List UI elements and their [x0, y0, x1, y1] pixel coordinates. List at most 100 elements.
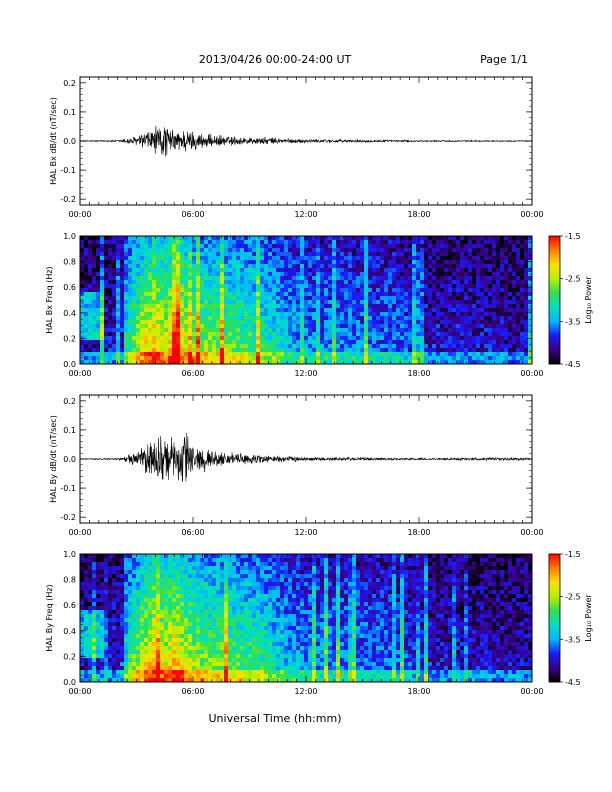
- spectrogram-cell: [152, 316, 157, 321]
- spectrogram-cell: [432, 260, 437, 265]
- spectrogram-cell: [160, 312, 165, 317]
- spectrogram-cell: [500, 320, 505, 325]
- spectrogram-cell: [512, 292, 517, 297]
- spectrogram-cell: [432, 276, 437, 281]
- spectrogram-cell: [184, 642, 189, 647]
- spectrogram-cell: [428, 280, 433, 285]
- spectrogram-cell: [444, 336, 449, 341]
- spectrogram-cell: [464, 304, 469, 309]
- spectrogram-cell: [172, 244, 177, 249]
- spectrogram-cell: [436, 348, 441, 353]
- spectrogram-cell: [140, 562, 145, 567]
- spectrogram-cell: [144, 562, 149, 567]
- spectrogram-cell: [104, 562, 109, 567]
- spectrogram-cell: [184, 324, 189, 329]
- spectrogram-cell: [424, 320, 429, 325]
- spectrogram-cell: [384, 352, 389, 357]
- spectrogram-cell: [248, 296, 253, 301]
- spectrogram-cell: [156, 332, 161, 337]
- spectrogram-cell: [136, 304, 141, 309]
- spectrogram-cell: [360, 352, 365, 357]
- spectrogram-cell: [416, 264, 421, 269]
- spectrogram-cell: [456, 336, 461, 341]
- spectrogram-cell: [372, 328, 377, 333]
- spectrogram-cell: [132, 602, 137, 607]
- spectrogram-cell: [480, 276, 485, 281]
- spectrogram-cell: [92, 602, 97, 607]
- spectrogram-cell: [152, 276, 157, 281]
- spectrogram-cell: [156, 670, 161, 675]
- spectrogram-cell: [384, 244, 389, 249]
- spectrogram-cell: [472, 248, 477, 253]
- spectrogram-cell: [296, 332, 301, 337]
- spectrogram-cell: [180, 304, 185, 309]
- spectrogram-cell: [496, 296, 501, 301]
- spectrogram-cell: [348, 260, 353, 265]
- spectrogram-cell: [80, 288, 85, 293]
- spectrogram-cell: [404, 244, 409, 249]
- spectrogram-cell: [148, 344, 153, 349]
- spectrogram-cell: [160, 260, 165, 265]
- spectrogram-cell: [172, 312, 177, 317]
- spectrogram-cell: [92, 666, 97, 671]
- spectrogram-cell: [464, 288, 469, 293]
- spectrogram-cell: [108, 618, 113, 623]
- spectrogram-cell: [440, 336, 445, 341]
- spectrogram-cell: [84, 240, 89, 245]
- spectrogram-cell: [456, 332, 461, 337]
- spectrogram-cell: [188, 352, 193, 357]
- spectrogram-cell: [388, 324, 393, 329]
- spectrogram-cell: [452, 292, 457, 297]
- spectrogram-cell: [276, 252, 281, 257]
- spectrogram-cell: [320, 356, 325, 361]
- spectrogram-cell: [512, 360, 517, 365]
- spectrogram-cell: [392, 324, 397, 329]
- spectrogram-cell: [268, 352, 273, 357]
- spectrogram-cell: [292, 308, 297, 313]
- spectrogram-cell: [120, 614, 125, 619]
- spectrogram-cell: [160, 324, 165, 329]
- spectrogram-cell: [208, 264, 213, 269]
- spectrogram-cell: [516, 352, 521, 357]
- x-tick-label: 12:00: [294, 528, 317, 537]
- spectrogram-cell: [368, 292, 373, 297]
- spectrogram-cell: [124, 272, 129, 277]
- spectrogram-cell: [268, 340, 273, 345]
- spectrogram-cell: [352, 316, 357, 321]
- spectrogram-cell: [448, 256, 453, 261]
- spectrogram-cell: [208, 344, 213, 349]
- spectrogram-cell: [320, 344, 325, 349]
- spectrogram-cell: [180, 646, 185, 651]
- spectrogram-cell: [108, 638, 113, 643]
- spectrogram-cell: [136, 264, 141, 269]
- spectrogram-cell: [460, 236, 465, 241]
- spectrogram-cell: [156, 312, 161, 317]
- spectrogram-cell: [216, 320, 221, 325]
- spectrogram-cell: [196, 260, 201, 265]
- spectrogram-cell: [140, 566, 145, 571]
- spectrogram-cell: [428, 264, 433, 269]
- spectrogram-cell: [244, 236, 249, 241]
- spectrogram-cell: [396, 264, 401, 269]
- spectrogram-cell: [520, 264, 525, 269]
- spectrogram-cell: [328, 252, 333, 257]
- spectrogram-cell: [136, 272, 141, 277]
- spectrogram-cell: [88, 348, 93, 353]
- spectrogram-cell: [92, 272, 97, 277]
- spectrogram-cell: [360, 336, 365, 341]
- spectrogram-cell: [192, 320, 197, 325]
- spectrogram-cell: [292, 352, 297, 357]
- spectrogram-cell: [88, 662, 93, 667]
- spectrogram-cell: [280, 244, 285, 249]
- spectrogram-cell: [408, 240, 413, 245]
- spectrogram-cell: [508, 296, 513, 301]
- spectrogram-cell: [512, 248, 517, 253]
- spectrogram-cell: [124, 280, 129, 285]
- spectrogram-cell: [92, 348, 97, 353]
- spectrogram-cell: [308, 344, 313, 349]
- spectrogram-cell: [108, 340, 113, 345]
- spectrogram-cell: [304, 348, 309, 353]
- spectrogram-cell: [216, 324, 221, 329]
- spectrogram-cell: [104, 582, 109, 587]
- spectrogram-cell: [132, 594, 137, 599]
